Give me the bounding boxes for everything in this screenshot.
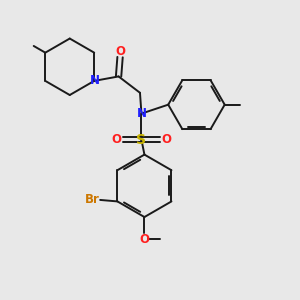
Text: N: N [90,74,100,87]
Text: S: S [136,133,146,147]
Text: O: O [161,133,171,146]
Text: Br: Br [84,194,99,206]
Text: O: O [112,133,122,146]
Text: O: O [140,233,149,246]
Text: O: O [115,45,125,58]
Text: N: N [136,107,146,120]
